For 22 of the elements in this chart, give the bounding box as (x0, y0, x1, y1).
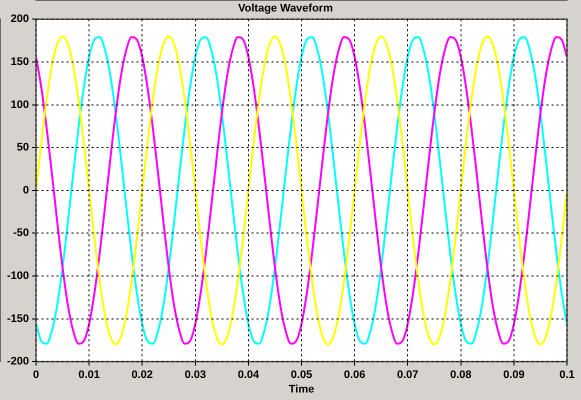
x-tick-label: 0.06 (344, 369, 366, 382)
y-tick-label: 0 (22, 184, 30, 196)
x-axis-title: Time (288, 383, 314, 396)
x-tick-label: 0.08 (450, 369, 472, 382)
x-tick-label: 0 (32, 369, 40, 382)
y-tick-label: -200 (6, 356, 30, 368)
y-tick-label: -100 (6, 270, 30, 282)
x-tick-label: 0.1 (559, 369, 575, 382)
x-tick-label: 0.05 (290, 369, 312, 382)
y-tick-label: -150 (6, 312, 30, 325)
x-tick-label: 0.07 (396, 369, 418, 382)
y-tick-label: 50 (16, 142, 30, 154)
y-tick-label: 100 (10, 98, 30, 111)
x-tick-label: 0.01 (78, 369, 100, 382)
y-tick-label: 200 (10, 13, 30, 26)
x-tick-label: 0.02 (132, 369, 153, 382)
chart-title: Voltage Waveform (238, 2, 334, 15)
x-tick-label: 0.09 (503, 369, 525, 382)
y-tick-label: -50 (13, 227, 30, 240)
y-tick-label: 150 (10, 56, 30, 68)
x-tick-label: 0.03 (184, 369, 206, 382)
x-tick-label: 0.04 (238, 369, 260, 382)
